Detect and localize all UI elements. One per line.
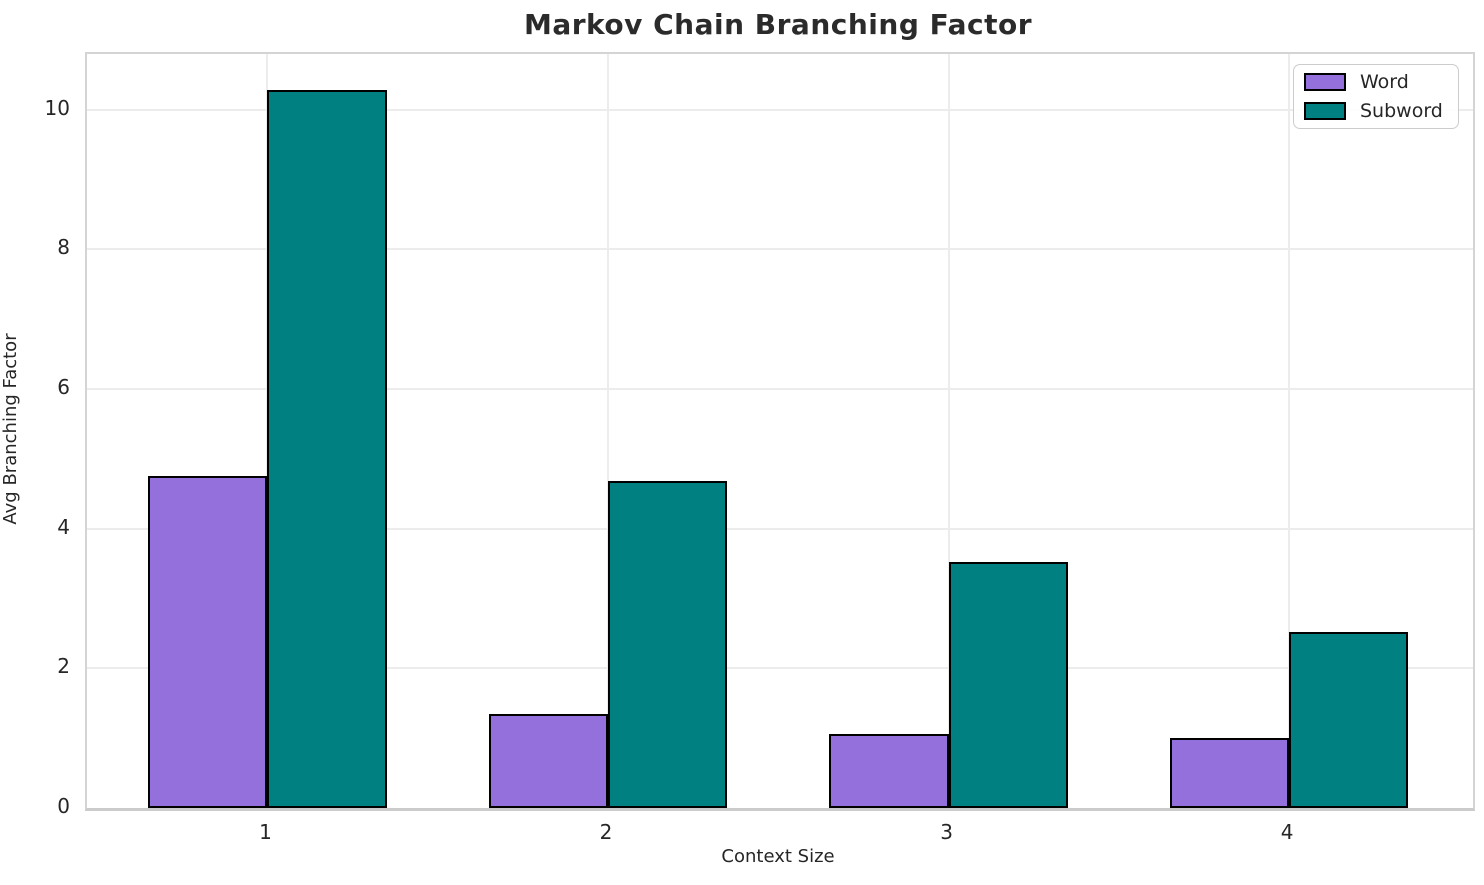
y-tick-label-4: 4 [57, 514, 70, 539]
legend-row-subword: Subword [1294, 99, 1458, 123]
legend-swatch-subword [1304, 102, 1346, 120]
v-gridline-2 [607, 54, 610, 808]
x-tick-label-2: 2 [599, 820, 613, 844]
x-tick-label-4: 4 [1280, 820, 1294, 844]
bar-word-2 [488, 713, 609, 808]
h-gridline-4 [87, 527, 1473, 530]
h-gridline-2 [87, 667, 1473, 670]
legend: Word Subword [1293, 64, 1459, 129]
y-tick-label-10: 10 [44, 95, 70, 120]
x-axis-label: Context Size [721, 846, 835, 867]
legend-swatch-word [1304, 73, 1346, 91]
bar-word-3 [829, 733, 949, 808]
x-tick-label-3: 3 [940, 820, 953, 844]
bar-subword-4 [1289, 632, 1409, 808]
bar-word-4 [1169, 738, 1290, 808]
v-gridline-4 [1288, 54, 1291, 808]
y-tick-label-6: 6 [57, 375, 70, 400]
plot-area [85, 52, 1475, 811]
chart-title: Markov Chain Branching Factor [523, 8, 1033, 41]
y-tick-label-0: 0 [57, 794, 70, 818]
bar-subword-1 [267, 90, 387, 808]
h-gridline-8 [87, 248, 1473, 251]
h-gridline-10 [87, 108, 1473, 111]
bar-subword-2 [608, 481, 728, 808]
v-gridline-3 [947, 54, 950, 808]
bar-subword-3 [948, 562, 1068, 808]
legend-row-word: Word [1294, 70, 1458, 94]
legend-label-word: Word [1360, 71, 1409, 93]
y-tick-label-2: 2 [57, 654, 70, 679]
x-tick-label-1: 1 [259, 820, 272, 844]
y-tick-label-8: 8 [57, 235, 70, 260]
bar-word-1 [148, 476, 268, 808]
legend-label-subword: Subword [1360, 100, 1443, 122]
h-gridline-6 [87, 388, 1473, 391]
